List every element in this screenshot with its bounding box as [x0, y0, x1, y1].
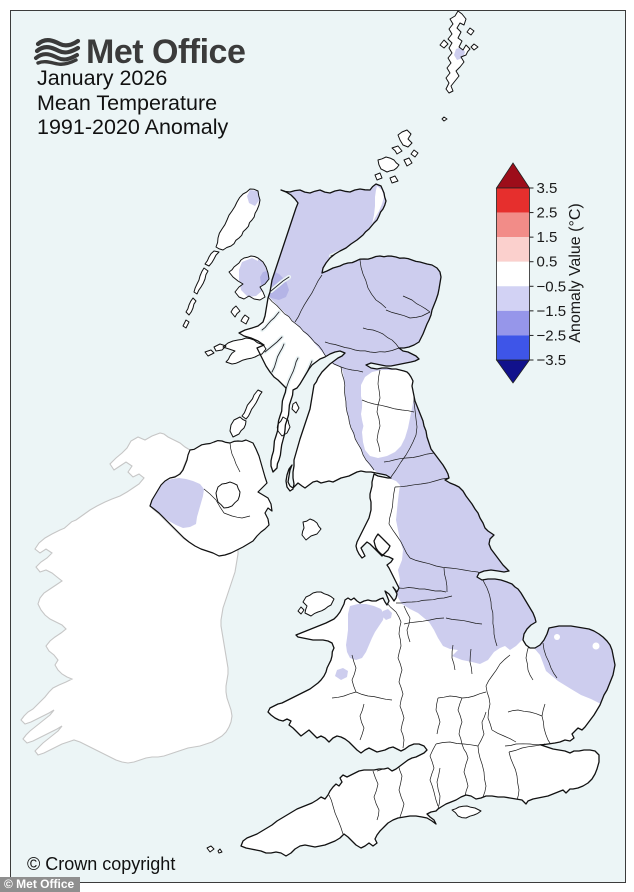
svg-text:Anomaly Value (°C): Anomaly Value (°C) [567, 203, 584, 342]
svg-text:1.5: 1.5 [537, 229, 558, 246]
svg-text:−1.5: −1.5 [537, 303, 567, 320]
svg-text:−0.5: −0.5 [537, 278, 567, 295]
svg-text:−3.5: −3.5 [537, 352, 567, 369]
svg-text:−2.5: −2.5 [537, 327, 567, 344]
svg-text:3.5: 3.5 [537, 180, 558, 197]
svg-text:2.5: 2.5 [537, 205, 558, 222]
svg-text:0.5: 0.5 [537, 254, 558, 271]
